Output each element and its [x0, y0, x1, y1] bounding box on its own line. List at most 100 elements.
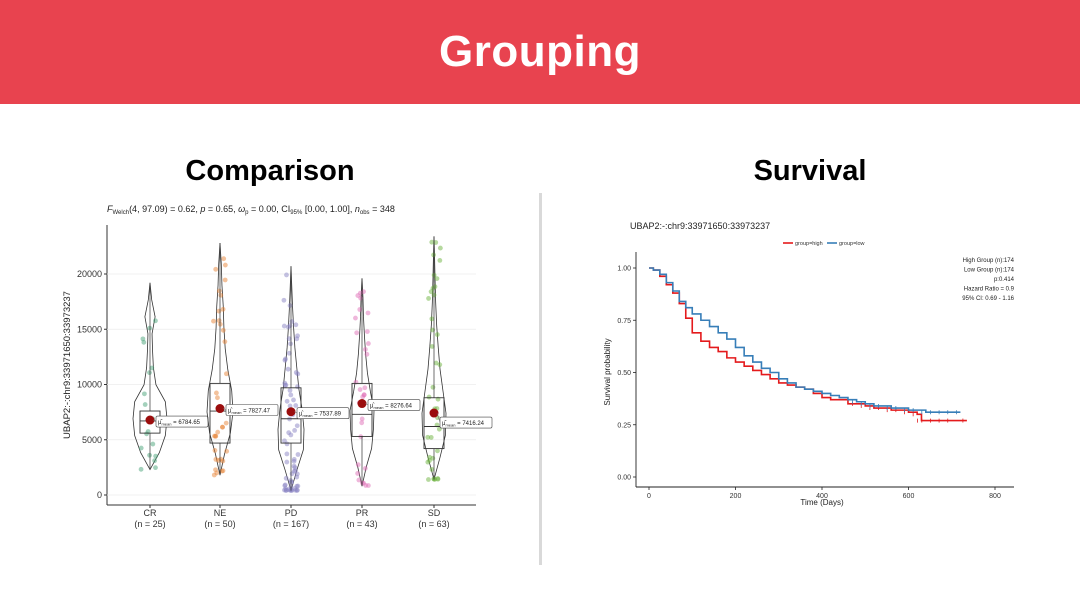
mean-label-box — [439, 416, 493, 429]
y-tick-label: 20000 — [77, 269, 102, 279]
mean-label-box — [225, 404, 279, 416]
data-point — [222, 277, 228, 283]
data-point — [429, 239, 435, 245]
data-point — [284, 451, 290, 457]
x-tick-label: NE — [214, 508, 227, 518]
data-point — [437, 245, 443, 251]
data-point — [434, 276, 440, 282]
data-point — [287, 387, 293, 393]
data-point — [426, 394, 432, 400]
mean-point-CR — [145, 415, 155, 425]
mean-label: μ̂mean = 7416.24 — [442, 421, 485, 428]
mean-label: μ̂mean = 7537.89 — [299, 412, 342, 419]
data-point — [281, 297, 287, 303]
subtitle-part: obs — [360, 210, 370, 216]
mean-label-connector — [152, 419, 157, 422]
km-y-tick-label: 0.25 — [617, 422, 631, 429]
data-point — [216, 308, 222, 314]
data-point — [281, 323, 287, 329]
km-y-tick-label: 0.00 — [617, 475, 631, 482]
data-point — [138, 445, 144, 451]
km-x-tick-label: 200 — [730, 493, 742, 500]
data-point — [221, 256, 227, 262]
data-point — [153, 465, 158, 471]
data-point — [365, 310, 371, 316]
subtitle-part: ω — [238, 204, 245, 214]
km-stats: High Group (n):174 Low Group (n):174 p:0.4… — [962, 258, 1014, 302]
data-point — [289, 479, 295, 485]
subtitle-part: p — [245, 210, 249, 216]
km-legend-label: group=high — [795, 241, 823, 247]
data-point — [433, 360, 439, 366]
data-point — [362, 347, 368, 352]
km-legend: group=high group=low — [783, 241, 865, 247]
subtitle-part: n — [355, 204, 360, 214]
data-point — [152, 458, 158, 464]
data-point — [362, 466, 368, 471]
data-point — [289, 471, 295, 477]
mean-point-PD — [286, 407, 296, 417]
data-point — [289, 319, 295, 324]
data-point — [284, 441, 290, 447]
data-point — [222, 262, 228, 268]
km-title: UBAP2:-:chr9:33971650:33973237 — [630, 221, 770, 231]
data-point — [428, 435, 434, 440]
subtitle-part: (4, 97.09) = 0.62, — [129, 204, 200, 214]
data-point — [359, 480, 365, 486]
survival-title: Survival — [753, 155, 867, 187]
data-point — [220, 306, 226, 312]
km-lines — [649, 267, 967, 423]
data-point — [287, 403, 293, 409]
data-point — [293, 322, 299, 328]
data-point — [291, 397, 296, 403]
mean-point-NE — [215, 404, 225, 414]
data-point — [140, 336, 146, 342]
km-axes: 0.00 0.25 0.50 0.75 1.00 0 200 400 600 800 — [617, 252, 1014, 500]
data-point — [147, 370, 152, 376]
subtitle-part: Welch — [113, 210, 130, 216]
subtitle-part: p — [199, 204, 205, 214]
km-y-tick-label: 1.00 — [617, 266, 631, 273]
km-x-tick-label: 400 — [816, 493, 828, 500]
subtitle-part: = 0.00, CI — [249, 204, 291, 214]
data-point — [213, 266, 219, 272]
data-point — [147, 452, 152, 458]
data-point — [215, 429, 221, 435]
x-tick-count: (n = 50) — [204, 519, 235, 529]
data-point — [361, 392, 367, 398]
km-y-tick-label: 0.75 — [617, 318, 631, 325]
data-point — [283, 488, 289, 493]
data-point — [359, 416, 365, 422]
data-point — [283, 475, 289, 481]
data-point — [295, 384, 300, 390]
title-banner: Grouping — [0, 0, 1080, 104]
data-point — [359, 420, 365, 426]
data-point — [291, 458, 297, 464]
data-point — [287, 488, 293, 493]
km-line-group-low — [649, 267, 961, 414]
data-point — [220, 424, 225, 430]
x-tick-label: SD — [428, 508, 441, 518]
subtitle-part: 95% — [290, 210, 303, 216]
data-point — [291, 463, 297, 469]
data-point — [294, 474, 300, 480]
data-point — [294, 336, 300, 342]
data-point — [429, 316, 435, 322]
data-point — [284, 398, 290, 404]
km-stat-line: Low Group (n):174 — [964, 268, 1015, 274]
data-point — [435, 448, 440, 454]
km-line-group-high — [649, 267, 967, 422]
x-tick-count: (n = 43) — [346, 519, 377, 529]
data-point — [355, 462, 361, 468]
data-point — [295, 452, 301, 457]
km-y-axis-label: Survival probability — [603, 338, 612, 405]
data-point — [153, 453, 159, 459]
data-point — [211, 318, 216, 324]
data-point — [437, 362, 443, 368]
data-point — [284, 272, 289, 278]
mean-label: μ̂mean = 7827.47 — [228, 409, 271, 416]
data-point — [364, 351, 370, 357]
data-point — [356, 477, 362, 483]
data-point — [216, 318, 222, 324]
km-x-tick-label: 0 — [647, 493, 651, 500]
